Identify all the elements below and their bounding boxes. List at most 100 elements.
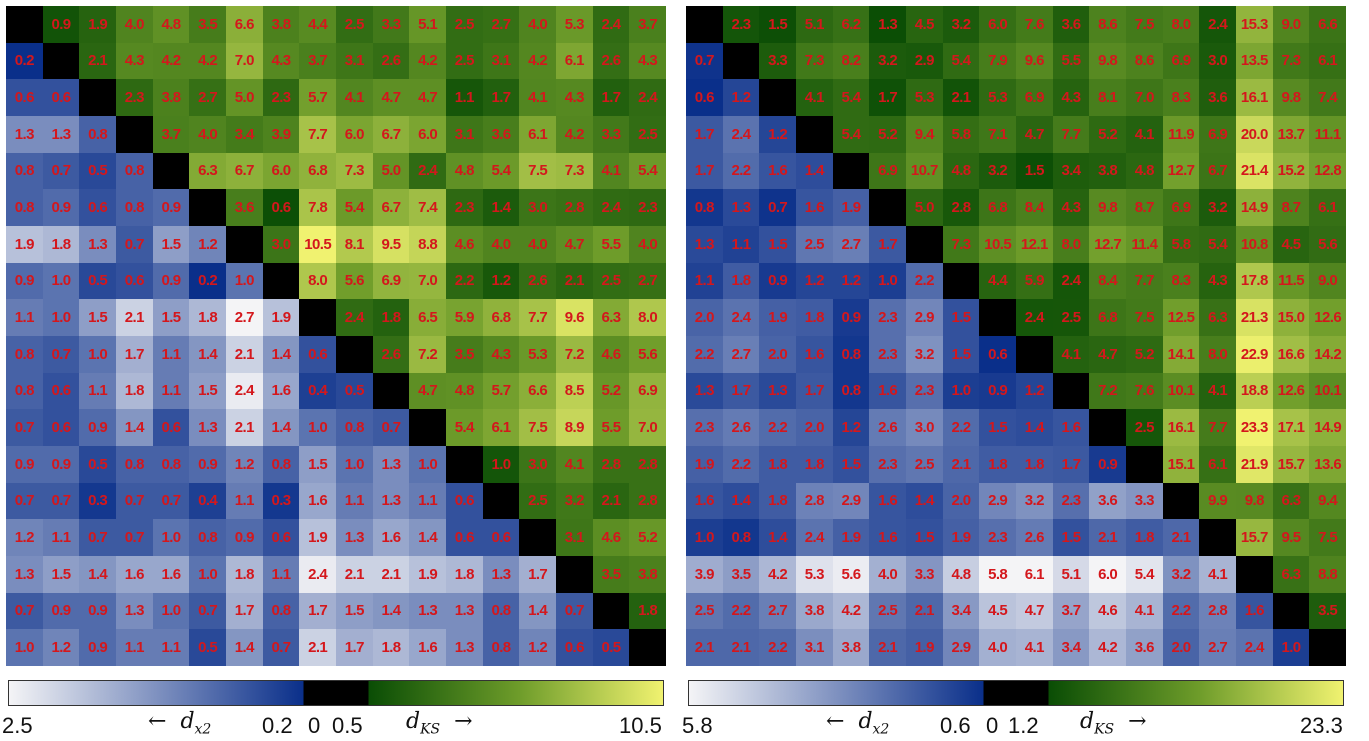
heatmap-x2-cell: 2.2 <box>906 262 943 300</box>
heatmap-ks-cell: 6.0 <box>409 116 446 153</box>
heatmap-ks-cell: 9.5 <box>1272 519 1310 556</box>
heatmap-x2-cell: 6.1 <box>1016 556 1053 593</box>
heatmap-x2-cell: 1.4 <box>116 409 153 446</box>
heatmap-x2-cell: 1.2 <box>226 446 263 483</box>
heatmap-ks-cell: 7.2 <box>556 336 593 373</box>
heatmap-ks-cell: 3.2 <box>942 6 980 43</box>
heatmap-x2-cell: 1.8 <box>372 629 410 666</box>
heatmap-ks-cell: 6.5 <box>409 299 446 336</box>
heatmap-x2-cell: 1.8 <box>226 556 263 593</box>
arrow-right-icon: → <box>454 709 473 734</box>
heatmap-x2-cell: 1.1 <box>79 372 116 410</box>
heatmap-x2-cell: 0.7 <box>116 226 153 263</box>
heatmap-ks-cell: 2.8 <box>629 482 666 520</box>
heatmap-x2-cell: 1.5 <box>942 336 980 373</box>
heatmap-ks-cell: 16.1 <box>1236 79 1273 116</box>
heatmap-ks-cell: 0.9 <box>42 6 80 43</box>
heatmap-x2-cell: 0.7 <box>262 629 300 666</box>
heatmap-ks-cell: 15.2 <box>1272 152 1310 190</box>
heatmap-x2-cell: 3.5 <box>722 556 760 593</box>
heatmap-ks-cell: 8.6 <box>1126 42 1163 80</box>
heatmap-diagonal-cell <box>79 79 116 116</box>
heatmap-x2-cell: 1.6 <box>372 519 410 556</box>
heatmap-x2-cell: 1.8 <box>722 262 760 300</box>
heatmap-x2-cell: 2.8 <box>796 482 833 520</box>
heatmap-ks-cell: 8.4 <box>1089 262 1126 300</box>
heatmap-x2-cell: 0.8 <box>152 446 190 483</box>
heatmap-x2-cell: 2.2 <box>1162 592 1200 630</box>
heatmap-ks-cell: 4.8 <box>446 152 483 190</box>
heatmap-x2-cell: 1.6 <box>1052 409 1090 446</box>
heatmap-ks-cell: 4.5 <box>906 6 943 43</box>
heatmap-diagonal-cell <box>6 6 43 43</box>
heatmap-x2-cell: 2.3 <box>869 446 906 483</box>
heatmap-ks-cell: 8.8 <box>409 226 446 263</box>
heatmap-ks-cell: 4.0 <box>189 116 226 153</box>
heatmap-ks-cell: 8.0 <box>299 262 336 300</box>
heatmap-ks-cell: 16.6 <box>1272 336 1310 373</box>
heatmap-diagonal-cell <box>336 336 373 373</box>
heatmap-ks-cell: 3.2 <box>869 42 906 80</box>
heatmap-x2-cell: 0.6 <box>42 79 80 116</box>
heatmap-x2-cell: 2.2 <box>759 629 796 666</box>
heatmap-x2-cell: 1.5 <box>906 519 943 556</box>
heatmap-ks-cell: 4.3 <box>116 42 153 80</box>
heatmap-x2-cell: 1.2 <box>722 79 760 116</box>
heatmap-ks-cell: 4.3 <box>556 79 593 116</box>
heatmap-ks-cell: 10.1 <box>1162 372 1200 410</box>
heatmap-x2-cell: 0.7 <box>6 592 43 630</box>
heatmap-x2-cell: 1.5 <box>152 299 190 336</box>
heatmap-ks-cell: 2.3 <box>262 79 300 116</box>
heatmap-ks-cell: 9.8 <box>1089 42 1126 80</box>
heatmap-ks-cell: 3.1 <box>336 42 373 80</box>
heatmap-x2-cell: 3.3 <box>906 556 943 593</box>
heatmap-ks-cell: 4.0 <box>519 226 556 263</box>
heatmap-ks-cell: 2.8 <box>629 446 666 483</box>
colorbar-min-label: 5.8 <box>682 713 713 738</box>
heatmap-x2-cell: 1.2 <box>519 629 556 666</box>
heatmap-x2-cell: 3.2 <box>1162 556 1200 593</box>
heatmap-diagonal-cell <box>262 262 300 300</box>
colorbar-min-label: 2.5 <box>2 713 33 738</box>
heatmap-x2-cell: 1.0 <box>42 262 80 300</box>
heatmap-x2-cell: 0.6 <box>6 79 43 116</box>
heatmap-x2-cell: 2.9 <box>832 482 870 520</box>
heatmap-ks-cell: 1.0 <box>482 446 520 483</box>
heatmap-x2-cell: 1.2 <box>832 262 870 300</box>
heatmap-x2-cell: 1.5 <box>336 592 373 630</box>
heatmap-diagonal-cell <box>42 42 80 80</box>
heatmap-x2-cell: 1.6 <box>152 556 190 593</box>
heatmap-ks-cell: 4.2 <box>556 116 593 153</box>
heatmap-x2-cell: 2.1 <box>372 556 410 593</box>
heatmap-ks-cell: 4.6 <box>592 336 630 373</box>
heatmap-x2-cell: 1.7 <box>299 592 336 630</box>
heatmap-ks-cell: 6.7 <box>372 116 410 153</box>
heatmap-diagonal-cell <box>759 79 796 116</box>
heatmap-ks-cell: 4.1 <box>519 79 556 116</box>
heatmap-ks-cell: 2.5 <box>592 262 630 300</box>
heatmap-ks-cell: 1.5 <box>759 6 796 43</box>
heatmap-ks-cell: 2.4 <box>1199 6 1236 43</box>
heatmap-ks-cell: 9.0 <box>1309 262 1346 300</box>
heatmap-x2-cell: 2.1 <box>686 629 723 666</box>
heatmap-x2-cell: 0.8 <box>6 372 43 410</box>
heatmap-ks-cell: 2.5 <box>446 42 483 80</box>
heatmap-x2-cell: 1.7 <box>1052 446 1090 483</box>
heatmap-ks-cell: 2.1 <box>942 79 980 116</box>
heatmap-diagonal-cell <box>116 116 153 153</box>
heatmap-x2-cell: 1.1 <box>6 299 43 336</box>
heatmap-ks-cell: 3.2 <box>1199 189 1236 226</box>
heatmap-x2-cell: 4.1 <box>1126 592 1163 630</box>
heatmap-ks-cell: 12.8 <box>1309 152 1346 190</box>
heatmap-ks-cell: 4.2 <box>189 42 226 80</box>
heatmap-ks-cell: 6.3 <box>189 152 226 190</box>
heatmap-ks-cell: 7.3 <box>942 226 980 263</box>
heatmap-ks-cell: 17.8 <box>1236 262 1273 300</box>
heatmap-ks-cell: 3.0 <box>262 226 300 263</box>
colorbar-max-label: 10.5 <box>619 713 662 738</box>
heatmap-ks-cell: 2.7 <box>629 262 666 300</box>
heatmap-x2-cell: 0.7 <box>79 519 116 556</box>
heatmap-x2-cell: 3.2 <box>1016 482 1053 520</box>
heatmap-ks-cell: 7.9 <box>979 42 1016 80</box>
heatmap-ks-cell: 4.1 <box>796 79 833 116</box>
